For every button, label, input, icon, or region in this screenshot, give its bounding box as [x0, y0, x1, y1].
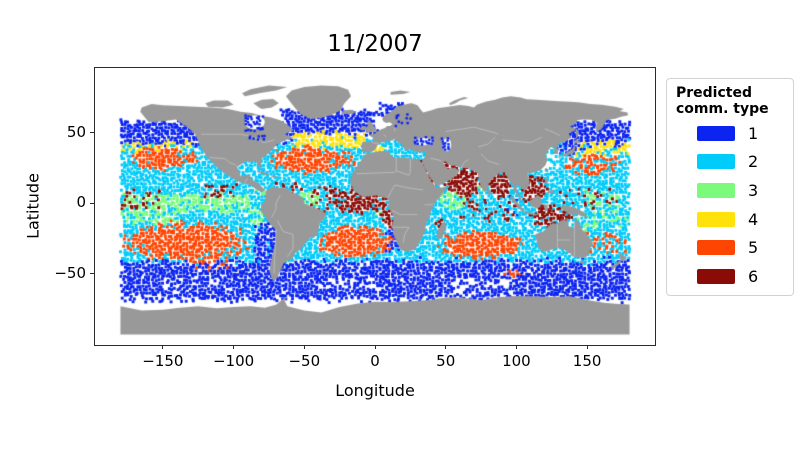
- legend-title: Predicted comm. type: [667, 79, 793, 119]
- x-tick-mark: [374, 345, 376, 349]
- legend-entries: 1 2 3 4 5 6: [667, 119, 793, 291]
- x-tick-label: −150: [142, 352, 184, 370]
- legend-entry-4: 4: [667, 205, 793, 234]
- legend-label-4: 4: [748, 209, 759, 229]
- y-tick-label: 50: [66, 122, 86, 141]
- x-axis-label: Longitude: [335, 381, 415, 400]
- plot-title: 11/2007: [327, 31, 423, 57]
- legend-title-line-1: Predicted: [676, 85, 752, 101]
- legend-swatch-3: [697, 182, 735, 198]
- y-tick-label: −50: [54, 263, 86, 282]
- x-tick-label: 150: [572, 352, 602, 370]
- x-tick-mark: [445, 345, 447, 349]
- x-tick-label: 0: [370, 352, 380, 370]
- x-tick-mark: [303, 345, 305, 349]
- legend-swatch-4: [697, 211, 735, 227]
- x-tick-mark: [515, 345, 517, 349]
- x-tick-mark: [233, 345, 235, 349]
- legend-swatch-1: [697, 125, 735, 141]
- legend-swatch-5: [697, 240, 735, 256]
- x-tick-label: 100: [502, 352, 531, 370]
- y-tick-mark: [90, 273, 94, 275]
- legend-label-6: 6: [748, 266, 759, 286]
- legend-title-line-2: comm. type: [676, 101, 769, 117]
- legend-entry-1: 1: [667, 119, 793, 148]
- legend-swatch-2: [697, 154, 735, 170]
- legend-label-5: 5: [748, 238, 759, 258]
- legend-entry-3: 3: [667, 176, 793, 205]
- y-tick-mark: [90, 132, 94, 134]
- map-plot-area: [94, 67, 656, 346]
- legend: Predicted comm. type 1 2 3 4 5 6: [666, 78, 794, 296]
- x-tick-label: −100: [212, 352, 255, 370]
- x-tick-label: 50: [436, 352, 456, 370]
- legend-label-1: 1: [748, 123, 759, 143]
- legend-label-2: 2: [748, 152, 759, 172]
- legend-entry-6: 6: [667, 262, 793, 291]
- y-axis-label: Latitude: [23, 173, 43, 239]
- x-tick-mark: [586, 345, 588, 349]
- y-tick-mark: [90, 202, 94, 204]
- y-tick-label: 0: [76, 193, 86, 212]
- x-tick-mark: [162, 345, 164, 349]
- world-map-canvas: [95, 68, 655, 345]
- legend-label-3: 3: [748, 180, 759, 200]
- legend-entry-5: 5: [667, 233, 793, 262]
- legend-swatch-6: [697, 268, 735, 284]
- legend-entry-2: 2: [667, 148, 793, 177]
- x-tick-label: −50: [288, 352, 321, 370]
